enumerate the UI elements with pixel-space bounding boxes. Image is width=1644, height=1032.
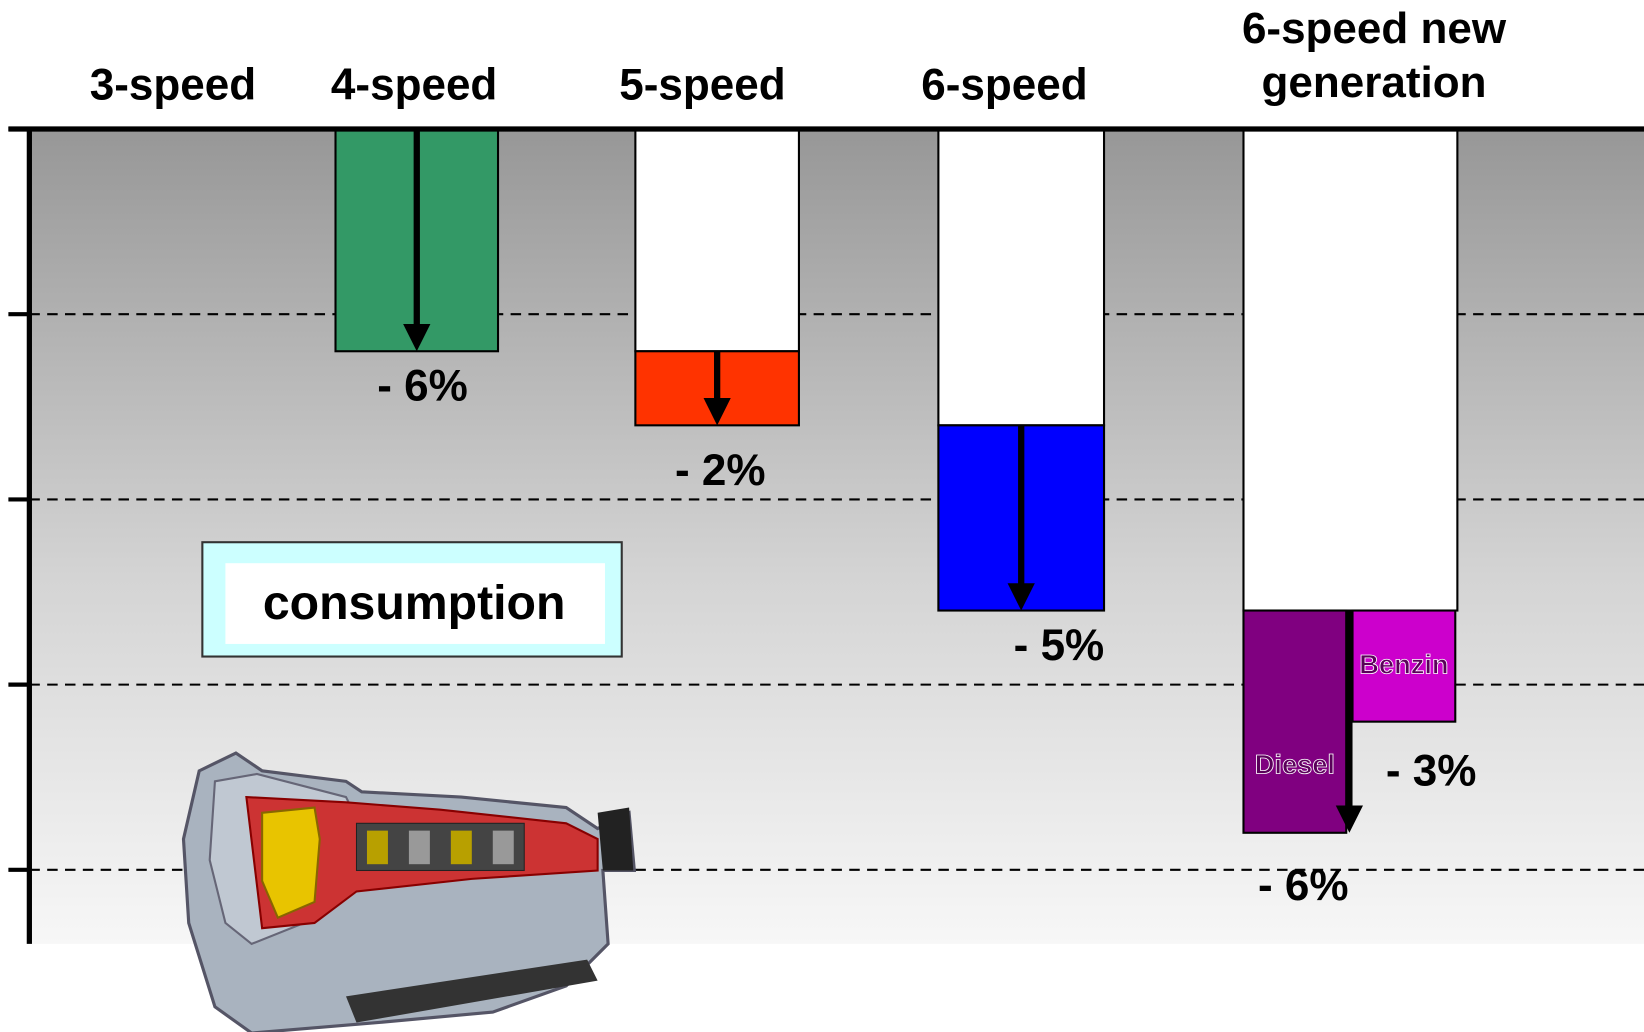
value-label: - 3% <box>1386 747 1477 796</box>
bar-name: Diesel <box>1255 748 1335 779</box>
ghost-bar <box>634 127 800 353</box>
arrow <box>403 129 431 352</box>
arrow-head <box>1007 583 1035 611</box>
arrow <box>1007 425 1035 611</box>
x-tick-label: 6-speed <box>921 61 1087 110</box>
arrow-head <box>1335 805 1364 833</box>
arrow <box>703 351 731 426</box>
arrow-head <box>403 323 431 352</box>
arrow <box>1335 610 1364 833</box>
x-tick-label: 6-speed new generation <box>1241 4 1507 107</box>
value-label: - 6% <box>377 362 468 411</box>
x-tick-label: 5-speed <box>619 61 785 110</box>
transmission-picture <box>181 751 637 1032</box>
ghost-bar <box>937 127 1106 427</box>
value-label: - 5% <box>1014 621 1105 670</box>
bar-name: Benzin <box>1359 648 1448 679</box>
bar <box>1351 609 1457 723</box>
value-label: - 6% <box>1258 861 1349 910</box>
value-label: - 2% <box>675 446 766 495</box>
bar <box>1242 609 1348 834</box>
ghost-bar <box>1242 127 1459 612</box>
annotation-inner <box>225 563 605 644</box>
x-tick-label: 4-speed <box>331 61 497 110</box>
x-tick-label: 3-speed <box>90 61 256 110</box>
arrow-head <box>703 398 731 426</box>
annotation: consumption <box>263 576 566 630</box>
